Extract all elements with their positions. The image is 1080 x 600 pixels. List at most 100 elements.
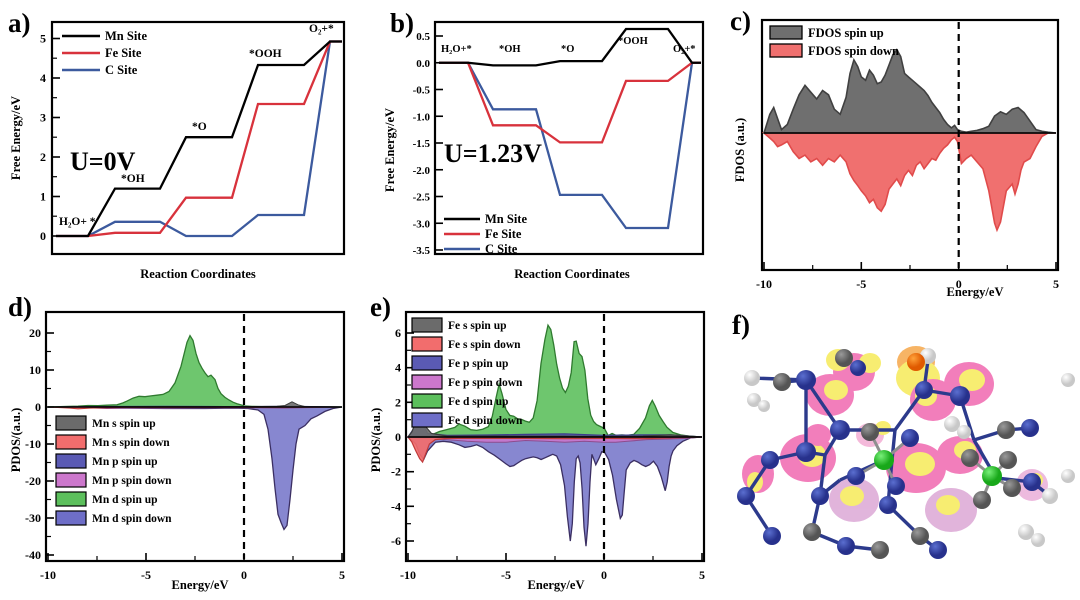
panel-e-legend-swatch-s-up (411, 317, 443, 333)
panel-c-letter: c) (730, 6, 751, 36)
panel-b-ytick-7: -3.0 (413, 218, 431, 230)
panel-b-y-ticks: 0.5 0.0 -0.5 -1.0 -1.5 -2.0 -2.5 -3.0 -3… (413, 31, 443, 257)
panel-b-state-h2o: H₂O+* (441, 44, 472, 55)
panel-b-ytick-8: -3.5 (413, 245, 431, 257)
panel-d-xlabel: Energy/eV (172, 578, 229, 592)
panel-e-legend-label-d-up: Fe d spin up (448, 396, 508, 408)
panel-e-ytick-0: 6 (395, 326, 401, 340)
panel-e-ytick-1: 4 (395, 361, 401, 375)
panel-c-legend-swatch-down (769, 43, 803, 58)
panel-c-xtick-2: 0 (956, 277, 962, 291)
panel-a-chart: 0 1 2 3 4 5 Free Energy/eV Reaction Coor… (9, 20, 346, 281)
panel-f-atoms (737, 348, 1075, 559)
panel-d-legend-label-p-up: Mn p spin up (92, 456, 158, 468)
panel-a-ytick-3: 3 (40, 111, 46, 125)
panel-e-legend-label-p-down: Fe p spin down (448, 377, 523, 389)
panel-b-legend-label-c: C Site (485, 242, 518, 256)
panel-b-annotation: U=1.23V (444, 139, 542, 168)
panel-d-legend-label-d-down: Mn d spin down (92, 513, 172, 525)
panel-a-ytick-4: 4 (40, 71, 46, 85)
panel-b-chart: 0.5 0.0 -0.5 -1.0 -1.5 -2.0 -2.5 -3.0 -3… (383, 20, 705, 281)
panel-c-xlabel: Energy/eV (947, 285, 1004, 299)
panel-a-curve-c-site (56, 40, 342, 238)
panel-c-xtick-0: -10 (756, 277, 772, 291)
panel-b-ytick-1: 0.0 (416, 58, 430, 70)
panel-d-xtick-1: -5 (141, 568, 151, 582)
panel-b-state-ooh: *OOH (618, 36, 648, 47)
panel-a-legend-label-c: C Site (105, 63, 138, 77)
panel-b-legend-label-fe: Fe Site (485, 227, 522, 241)
panel-a-state-ooh: *OOH (249, 48, 282, 60)
panel-e-legend-swatch-d-up (411, 393, 443, 409)
panel-b-state-o2: O₂+* (673, 44, 696, 55)
panel-e-ytick-6: -6 (391, 534, 401, 548)
panel-e-xtick-3: 5 (699, 568, 705, 582)
panel-d-legend-swatch-s-up (55, 415, 87, 431)
panel-e-legend-label-s-down: Fe s spin down (448, 339, 521, 351)
panel-c-legend-label-down: FDOS spin down (808, 44, 899, 58)
panel-e-ytick-2: 2 (395, 395, 401, 409)
panel-e-xtick-0: -10 (400, 568, 416, 582)
panel-f: f) (720, 300, 1080, 600)
panel-b-ytick-6: -2.5 (413, 192, 431, 204)
panel-a-ytick-1: 1 (40, 190, 46, 204)
panel-a-state-o2: O₂+* (309, 23, 334, 35)
panel-d-legend-label-p-down: Mn p spin down (92, 475, 172, 487)
panel-d-legend-label-d-up: Mn d spin up (92, 494, 158, 506)
panel-d-legend-label-s-down: Mn s spin down (92, 437, 170, 449)
panel-d-mn-d-spin-down (47, 406, 343, 531)
panel-e-chart: 6 4 2 0 -2 -4 -6 -10 -5 0 5 E (369, 310, 706, 592)
panel-f-structure (737, 346, 1075, 559)
panel-e-xtick-2: 0 (601, 568, 607, 582)
panel-a-legend-label-fe: Fe Site (105, 46, 142, 60)
panel-c-legend-label-up: FDOS spin up (808, 26, 884, 40)
panel-d-legend-swatch-d-up (55, 491, 87, 507)
panel-a-ytick-0: 0 (40, 229, 46, 243)
panel-e-ylabel: PDOS/(a.u.) (369, 408, 383, 473)
panel-d-xtick-0: -10 (40, 568, 56, 582)
panel-a-curve-mn-site (56, 40, 342, 238)
panel-e-ytick-3: 0 (395, 430, 401, 444)
panel-d-legend-swatch-p-up (55, 453, 87, 469)
panel-a-ylabel: Free Energy/eV (9, 96, 23, 180)
panel-d-xtick-3: 5 (339, 568, 345, 582)
panel-e-legend-swatch-d-down (411, 412, 443, 428)
panel-e: e) 6 4 2 0 -2 (360, 290, 720, 600)
panel-e-legend-label-s-up: Fe s spin up (448, 320, 506, 332)
panel-d-xtick-2: 0 (241, 568, 247, 582)
panel-b-curve-fe-site (439, 61, 701, 144)
panel-a-ytick-5: 5 (40, 32, 46, 46)
panel-b-legend-label-mn: Mn Site (485, 212, 527, 226)
panel-b-ytick-2: -0.5 (413, 85, 431, 97)
panel-c-xtick-1: -5 (856, 277, 866, 291)
panel-b-ytick-5: -2.0 (413, 165, 431, 177)
panel-c-fdos-spin-up (762, 48, 1057, 134)
panel-d: d) 20 10 0 -10 - (0, 290, 360, 600)
panel-a-state-oh: *OH (121, 173, 145, 185)
panel-e-legend: Fe s spin up Fe s spin down Fe p spin up… (411, 317, 523, 428)
panel-a-letter: a) (8, 8, 31, 38)
panel-c-legend: FDOS spin up FDOS spin down (769, 25, 899, 58)
panel-d-ytick-2: 0 (35, 400, 41, 414)
panel-e-xlabel: Energy/eV (528, 578, 585, 592)
panel-a-xlabel: Reaction Coordinates (140, 267, 256, 281)
panel-b-state-oh: *OH (499, 44, 521, 55)
panel-b-curve-c-site (439, 61, 701, 230)
panel-e-legend-label-d-down: Fe d spin down (448, 415, 523, 427)
panel-c-fdos-spin-down (761, 132, 1056, 233)
panel-e-ytick-4: -2 (391, 465, 401, 479)
panel-a-legend: Mn Site Fe Site C Site (62, 29, 147, 77)
panel-a-ytick-2: 2 (40, 150, 46, 164)
panel-a-state-o: *O (192, 121, 207, 133)
panel-b-legend: Mn Site Fe Site C Site (444, 212, 527, 256)
panel-b-letter: b) (390, 8, 415, 38)
panel-e-legend-label-p-up: Fe p spin up (448, 358, 508, 370)
panel-e-y-ticks: 6 4 2 0 -2 -4 -6 (391, 326, 414, 548)
panel-c-legend-swatch-up (769, 25, 803, 40)
panel-b-curve-mn-site (439, 27, 701, 67)
panel-d-legend-swatch-d-down (55, 510, 87, 526)
panel-d-ytick-6: -40 (25, 548, 41, 562)
panel-a-state-h2o: H₂O+ * (59, 216, 96, 228)
panel-b: b) 0.5 0.0 -0.5 -1.0 -1.5 -2.0 -2.5 (360, 0, 720, 290)
